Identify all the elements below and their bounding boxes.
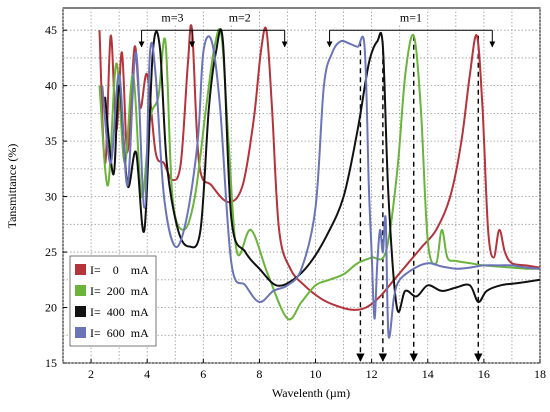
y-axis-title: Tansmittance (%) — [5, 144, 19, 229]
legend-swatch — [75, 285, 86, 296]
grid — [62, 8, 541, 364]
series-line-3 — [101, 35, 540, 339]
order-annotations: m=3 m=2 m=1 — [138, 10, 496, 48]
x-tick-label: 4 — [144, 367, 150, 381]
x-tick-label: 8 — [256, 367, 262, 381]
legend-label: I= 400 mA — [90, 305, 149, 319]
legend-swatch — [75, 264, 86, 275]
legend-swatch — [75, 327, 86, 338]
x-tick-label: 18 — [534, 367, 546, 381]
y-tick-label: 35 — [45, 134, 57, 148]
y-tick-label: 40 — [45, 79, 57, 93]
order-label: m=1 — [400, 10, 422, 24]
order-label-bg — [158, 10, 186, 25]
legend: I= 0 mA I= 200 mA I= 400 mA I= 600 mA — [69, 255, 157, 347]
x-tick-label: 6 — [200, 367, 206, 381]
axis-ticks: 2 4 6 8 10 12 14 16 18 15 20 25 30 35 40 45 — [45, 23, 546, 381]
legend-label: I= 200 mA — [90, 284, 149, 298]
x-tick-label: 14 — [422, 367, 434, 381]
order-label: m=3 — [161, 10, 183, 24]
series-lines — [98, 24, 540, 339]
dashed-wavelength-markers — [356, 35, 483, 362]
y-tick-label: 20 — [45, 301, 57, 315]
x-tick-label: 16 — [478, 367, 490, 381]
x-tick-label: 10 — [310, 367, 322, 381]
x-tick-label: 12 — [366, 367, 378, 381]
y-tick-label: 25 — [45, 245, 57, 259]
x-axis-title: Wavelenth (µm) — [272, 386, 350, 400]
legend-label: I= 600 mA — [90, 326, 149, 340]
x-tick-label: 2 — [88, 367, 94, 381]
order-label-bg — [397, 10, 425, 25]
order-label-bg — [226, 10, 254, 25]
legend-swatch — [75, 306, 86, 317]
y-tick-label: 45 — [45, 23, 57, 37]
series-line-2 — [104, 28, 540, 313]
y-tick-label: 30 — [45, 190, 57, 204]
y-tick-label: 15 — [45, 356, 57, 370]
legend-label: I= 0 mA — [90, 263, 149, 277]
order-label: m=2 — [229, 10, 251, 24]
